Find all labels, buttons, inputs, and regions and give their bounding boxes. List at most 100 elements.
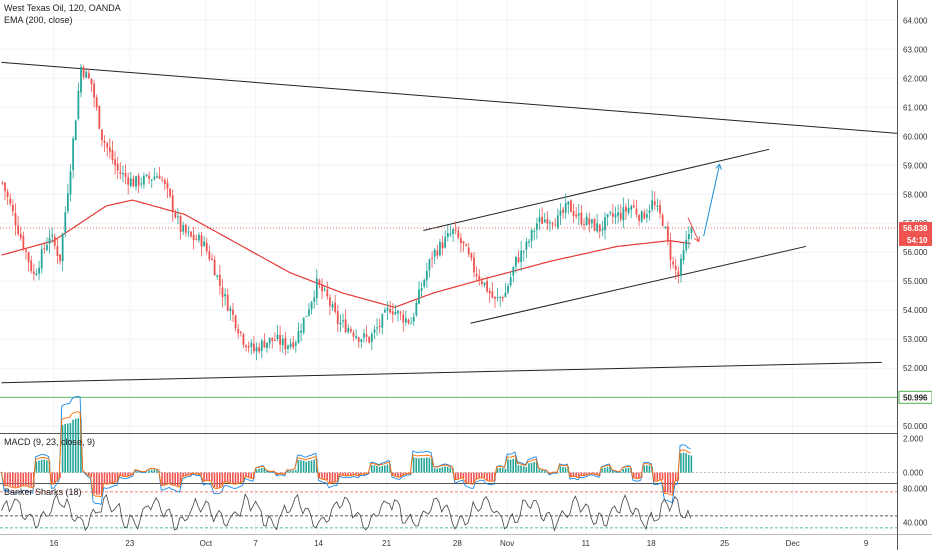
candle-body [444, 237, 447, 248]
candle-body [182, 225, 185, 232]
macd-histogram-bar [93, 472, 95, 494]
macd-tick-label: 2.000 [903, 434, 924, 443]
macd-histogram-bar [242, 472, 245, 482]
candle-body [543, 219, 546, 223]
candle-body [148, 175, 151, 179]
candle-body [318, 279, 321, 286]
candle-body [507, 285, 509, 293]
macd-histogram-bar [680, 453, 682, 473]
macd-histogram-bar [619, 472, 622, 473]
candle-body [577, 213, 580, 216]
macd-histogram-bar [470, 472, 473, 484]
macd-histogram-bar [245, 472, 247, 477]
candle-body [237, 329, 240, 334]
candle-body [253, 343, 255, 352]
candle-body [402, 314, 405, 323]
candle-body [242, 334, 245, 345]
candle-body [200, 235, 203, 247]
macd-histogram-bar [381, 465, 383, 473]
macd-histogram-bar [656, 472, 659, 482]
projection-up-arrow [703, 165, 720, 237]
candle-body [72, 138, 75, 171]
candle-body [287, 345, 289, 349]
candle-body [509, 277, 512, 286]
macd-histogram-bar [263, 467, 266, 473]
candle-body [614, 214, 617, 218]
macd-histogram-bar [122, 472, 124, 477]
macd-histogram-bar [4, 472, 6, 486]
macd-histogram-bar [17, 472, 19, 488]
macd-histogram-bar [258, 468, 260, 473]
candle-body [273, 339, 276, 341]
time-axis[interactable]: 16 23 Oct 7 14 21 28 Nov 11 18 25 Dec 9 [49, 539, 868, 548]
candle-body [384, 309, 386, 313]
time-tick-label: Oct [200, 539, 213, 548]
candle-body [559, 210, 562, 216]
candle-body [512, 267, 515, 276]
candle-body [365, 334, 368, 337]
bar-countdown: 54:10 [907, 236, 928, 245]
macd-histogram-bar [318, 472, 321, 479]
banker-sharks-pane[interactable] [0, 491, 897, 532]
price-axis[interactable] [897, 0, 932, 534]
banker-sharks-indicator-label[interactable]: Banker Sharks (18) [4, 487, 82, 497]
candle-body [653, 201, 656, 206]
candle-body [48, 237, 51, 244]
candle-body [43, 248, 46, 250]
macd-histogram-bar [255, 469, 258, 473]
macd-histogram-bar [543, 470, 546, 473]
macd-histogram-bar [137, 471, 140, 473]
candle-body [19, 233, 22, 238]
candle-body [460, 237, 462, 243]
candles [1, 63, 693, 361]
macd-histogram-bar [329, 472, 331, 484]
candle-body [525, 241, 528, 250]
price-tick-label: 64.000 [903, 16, 928, 25]
candle-body [245, 345, 247, 348]
candle-body [310, 301, 313, 310]
candle-body [541, 217, 544, 224]
macd-histogram-bar [449, 467, 452, 473]
candle-body [632, 205, 635, 208]
candle-body [292, 342, 295, 348]
candle-body [494, 296, 496, 299]
candle-body [80, 66, 82, 93]
macd-histogram-bar [444, 466, 446, 473]
macd-histogram-bar [370, 465, 373, 473]
candle-body [376, 327, 378, 329]
macd-histogram-bar [334, 472, 336, 482]
candle-body [625, 206, 627, 212]
macd-pane[interactable] [0, 395, 897, 505]
candle-body [51, 235, 54, 237]
candle-body [627, 208, 630, 213]
price-pane[interactable] [0, 0, 898, 534]
macd-histogram-bar [486, 472, 488, 481]
symbol-title[interactable]: West Texas Oil, 120, OANDA [4, 3, 121, 13]
macd-histogram-bar [218, 472, 221, 488]
candle-body [431, 257, 433, 259]
macd-histogram-bar [661, 472, 664, 480]
candle-body [572, 211, 575, 216]
macd-histogram-bar [156, 470, 158, 473]
candle-body [161, 179, 164, 181]
candle-body [423, 279, 426, 287]
macd-histogram-bar [473, 472, 475, 484]
candle-body [98, 106, 101, 129]
ema-indicator-label[interactable]: EMA (200, close) [4, 15, 73, 25]
candle-body [77, 90, 80, 120]
macd-histogram-bar [638, 472, 640, 479]
macd-histogram-bar [669, 472, 672, 494]
projection-down-arrow [687, 217, 698, 240]
macd-indicator-label[interactable]: MACD (9, 23, close, 9) [4, 437, 95, 447]
macd-histogram-bar [342, 472, 344, 476]
candle-body [339, 322, 342, 325]
macd-histogram-bar [685, 453, 687, 473]
candle-body [604, 217, 606, 231]
macd-histogram-bar [200, 472, 203, 475]
macd-histogram-bar [59, 472, 61, 479]
candle-body [177, 216, 179, 218]
price-tick-label: 56.000 [903, 248, 928, 257]
macd-histogram-bar [38, 460, 40, 473]
macd-histogram-bar [292, 470, 294, 473]
